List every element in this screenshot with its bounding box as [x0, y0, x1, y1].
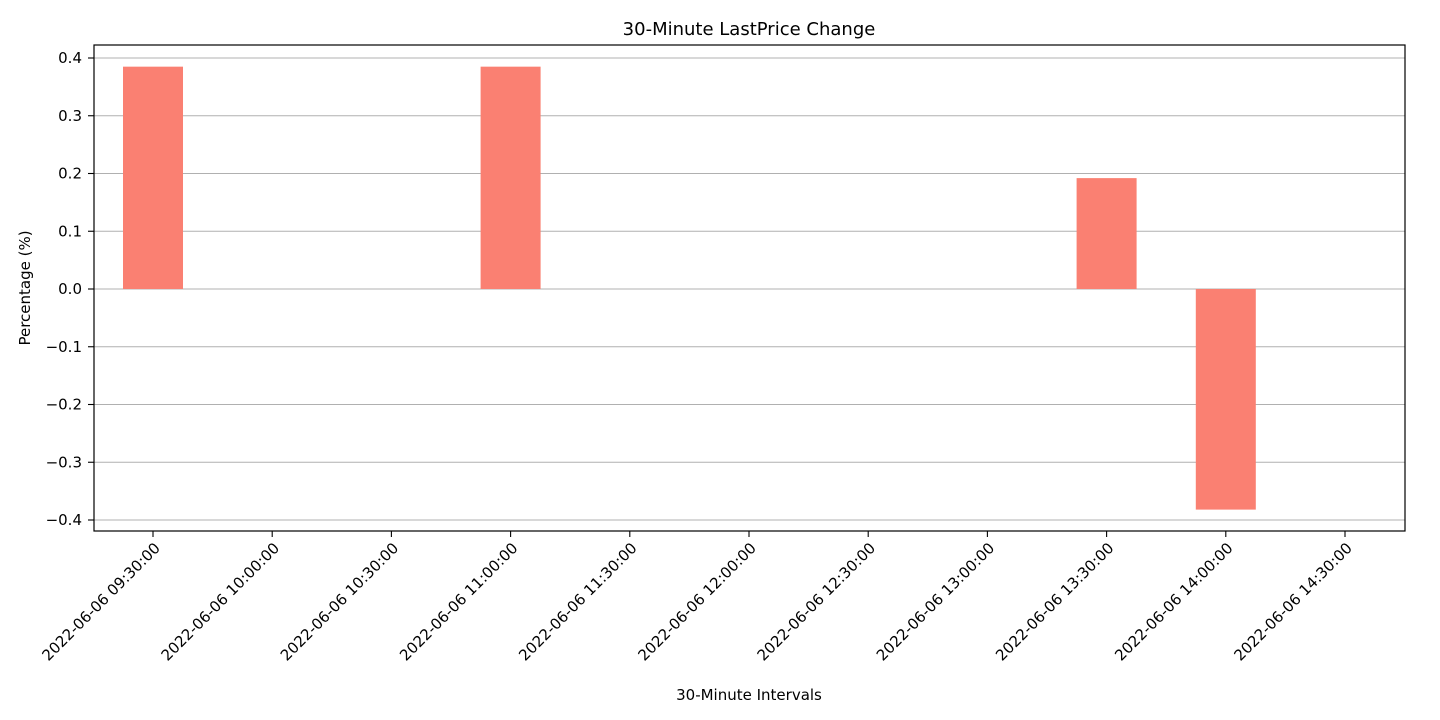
- y-tick-label: −0.2: [46, 396, 82, 414]
- plot-frame: [93, 44, 1406, 532]
- x-tick-label: 2022-06-06 12:00:00: [634, 539, 759, 664]
- y-axis: 0.4 0.3 0.2 0.1 0.0 −0.1 −0.2 −0.3 −0.4: [46, 49, 94, 529]
- y-tick-label: 0.4: [58, 49, 82, 67]
- chart-title: 30-Minute LastPrice Change: [623, 19, 876, 40]
- y-tick-label: −0.1: [46, 338, 82, 356]
- y-tick-label: −0.3: [46, 453, 82, 471]
- y-tick-label: 0.0: [58, 280, 82, 298]
- bar: [123, 66, 183, 289]
- x-tick-label: 2022-06-06 12:30:00: [754, 539, 879, 664]
- x-tick-label: 2022-06-06 14:30:00: [1230, 539, 1355, 664]
- x-tick-label: 2022-06-06 13:00:00: [873, 539, 998, 664]
- x-axis-label: 30-Minute Intervals: [676, 686, 822, 704]
- y-tick-label: 0.3: [58, 107, 82, 125]
- x-tick-label: 2022-06-06 10:00:00: [158, 539, 283, 664]
- y-tick-label: 0.1: [58, 222, 82, 240]
- x-tick-label: 2022-06-06 10:30:00: [277, 539, 402, 664]
- bar: [480, 66, 541, 289]
- bar: [1195, 289, 1256, 510]
- bars: [123, 66, 1256, 510]
- y-axis-label: Percentage (%): [16, 230, 34, 345]
- x-tick-label: 2022-06-06 13:30:00: [992, 539, 1117, 664]
- x-tick-label: 2022-06-06 09:30:00: [38, 539, 163, 664]
- bar: [1076, 178, 1137, 289]
- grid-lines: [94, 57, 1405, 521]
- x-tick-label: 2022-06-06 11:30:00: [515, 539, 640, 664]
- y-tick-label: 0.2: [58, 165, 82, 183]
- x-tick-label: 2022-06-06 14:00:00: [1111, 539, 1236, 664]
- y-tick-label: −0.4: [46, 511, 82, 529]
- x-tick-label: 2022-06-06 11:00:00: [396, 539, 521, 664]
